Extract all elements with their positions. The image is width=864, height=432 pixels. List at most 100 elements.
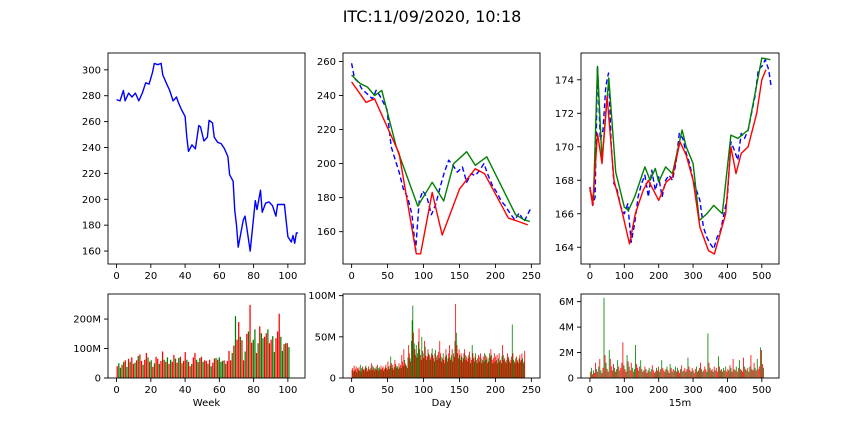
- volume-bar: [233, 345, 235, 378]
- series-low-line: [351, 81, 529, 255]
- volume-bar: [444, 356, 446, 378]
- volume-bar: [404, 363, 406, 378]
- volume-bar: [412, 305, 414, 378]
- volume-bar: [685, 371, 687, 378]
- volume-bar: [468, 354, 470, 378]
- volume-bar: [642, 371, 644, 378]
- volume-bar: [414, 349, 416, 378]
- volume-bar: [401, 354, 403, 378]
- volume-bar: [367, 369, 369, 378]
- volume-bar: [447, 358, 449, 378]
- x-axis-label: Day: [432, 398, 452, 409]
- y-tick-label: 174: [555, 75, 574, 86]
- volume-bar: [755, 370, 757, 378]
- volume-bar: [383, 370, 385, 378]
- volume-bar: [676, 371, 677, 378]
- volume-bar: [725, 366, 727, 378]
- volume-bar: [500, 363, 502, 378]
- volume-bar: [614, 367, 615, 378]
- volume-bar: [382, 366, 384, 378]
- volume-bar: [398, 363, 400, 378]
- volume-bar: [411, 340, 412, 378]
- volume-bar: [255, 352, 258, 378]
- x-tick-label: 150: [450, 385, 469, 396]
- volume-bar: [647, 370, 649, 378]
- volume-bar: [712, 371, 714, 378]
- volume-bar: [471, 359, 472, 378]
- volume-bar: [427, 349, 429, 378]
- volume-bar: [356, 372, 358, 378]
- volume-bar: [238, 322, 240, 378]
- volume-bar: [197, 362, 199, 378]
- volume-bar: [686, 369, 688, 378]
- volume-bar: [603, 297, 605, 378]
- volume-bar: [262, 338, 264, 378]
- x-tick-label: 20: [144, 271, 157, 282]
- volume-bar: [466, 361, 468, 378]
- volume-bar: [391, 368, 393, 378]
- volume-bar: [420, 354, 421, 378]
- y-tick-label: 260: [82, 117, 101, 128]
- volume-bar: [466, 356, 468, 378]
- volume-bar: [353, 365, 355, 378]
- y-tick-label: 0: [330, 374, 336, 385]
- y-tick-label: 100M: [73, 344, 101, 355]
- volume-bar: [402, 365, 404, 378]
- volume-bar: [636, 364, 637, 378]
- volume-bar: [368, 366, 369, 378]
- volume-bar: [395, 365, 397, 378]
- x-tick-label: 0: [348, 385, 354, 396]
- volume-bar: [433, 358, 434, 378]
- volume-bar: [160, 360, 162, 378]
- volume-bar: [523, 361, 525, 378]
- volume-bar: [171, 361, 173, 378]
- volume-bar: [491, 354, 492, 378]
- volume-bar: [393, 367, 395, 378]
- volume-bar: [477, 358, 479, 378]
- volume-bar: [360, 371, 362, 378]
- x-tick-label: 250: [522, 385, 541, 396]
- x-tick-label: 60: [213, 385, 226, 396]
- volume-bar: [480, 353, 481, 378]
- volume-bar: [726, 371, 728, 378]
- volume-bar: [507, 353, 508, 378]
- volume-bar: [482, 356, 484, 378]
- volume-bar: [390, 356, 392, 378]
- volume-bar: [590, 367, 592, 378]
- volume-bar: [377, 368, 379, 378]
- x-tick-label: 100: [278, 271, 297, 282]
- volume-bar: [283, 344, 285, 378]
- volume-bar: [691, 367, 693, 378]
- volume-bar: [422, 350, 423, 378]
- y-tick-label: 4M: [559, 323, 574, 334]
- volume-bar: [598, 366, 600, 378]
- y-tick-label: 166: [555, 209, 574, 220]
- volume-bar: [397, 368, 399, 378]
- volume-bar: [429, 359, 431, 378]
- volume-bar: [415, 354, 416, 378]
- volume-bar: [377, 364, 378, 378]
- volume-bar: [624, 369, 626, 378]
- volume-bar: [373, 367, 374, 378]
- volume-bar: [459, 354, 461, 378]
- volume-bar: [247, 331, 250, 378]
- volume-bar: [469, 351, 470, 378]
- volume-bar: [518, 363, 519, 378]
- volume-bar: [705, 369, 707, 378]
- x-tick-label: 200: [649, 271, 668, 282]
- volume-bar: [682, 371, 684, 378]
- volume-bar: [260, 333, 263, 378]
- volume-bar: [168, 363, 170, 378]
- y-tick-label: 164: [555, 243, 574, 254]
- volume-bar: [413, 332, 414, 378]
- volume-bar: [386, 368, 387, 378]
- volume-bar: [697, 371, 698, 378]
- volume-bar: [687, 357, 689, 378]
- volume-bar: [426, 359, 428, 378]
- volume-bar: [415, 345, 417, 378]
- volume-bar: [396, 368, 398, 378]
- volume-bar: [651, 365, 653, 378]
- volume-bar: [489, 356, 491, 378]
- volume-bar: [487, 358, 489, 378]
